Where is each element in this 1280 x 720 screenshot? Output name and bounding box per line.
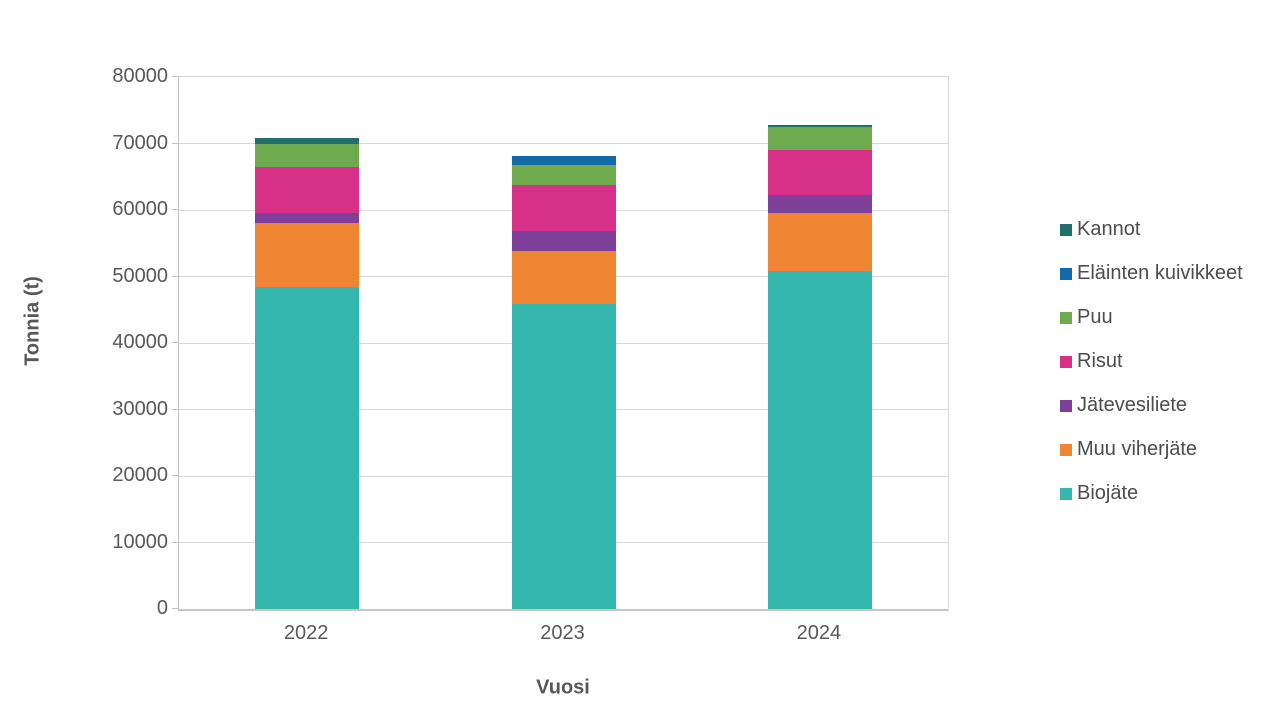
x-tick-label-2022: 2022: [283, 622, 329, 644]
y-axis-tick-mark: [172, 608, 178, 609]
y-tick-label: 40000: [112, 331, 168, 353]
x-tick-label-2024: 2024: [796, 622, 842, 644]
bar-segment-risut-2023: [511, 185, 616, 231]
bar-segment-muu-viherjäte-2024: [767, 213, 872, 272]
legend-item-jätevesiliete: Jätevesiliete: [1060, 394, 1243, 416]
bar-segment-eläinten-kuivikkeet-2023: [511, 156, 616, 165]
y-axis-tick-mark: [172, 408, 178, 410]
bar-segment-jätevesiliete-2024: [767, 195, 872, 214]
stacked-bar-2022: [255, 77, 360, 609]
legend-label: Muu viherjäte: [1077, 438, 1198, 460]
y-tick-label: 10000: [112, 530, 168, 553]
bar-segment-risut-2022: [255, 166, 360, 214]
legend-item-risut: Risut: [1060, 350, 1243, 372]
y-tick-label: 60000: [112, 198, 168, 220]
y-axis-tick-mark: [172, 76, 178, 77]
y-axis-tick-mark: [172, 142, 178, 144]
bar-segment-puu-2022: [255, 143, 360, 167]
legend-label: Eläinten kuivikkeet: [1077, 262, 1243, 284]
bar-segment-risut-2024: [767, 150, 872, 196]
y-tick-label: 30000: [112, 397, 168, 420]
legend-label: Jätevesiliete: [1077, 394, 1188, 416]
legend-swatch-icon: [1060, 443, 1072, 456]
y-axis-tick-mark: [172, 342, 178, 343]
legend-swatch-icon: [1060, 223, 1072, 236]
legend-label: Puu: [1077, 306, 1113, 328]
legend: Kannot Eläinten kuivikkeet Puu Risut Jäteves…: [1060, 218, 1243, 504]
x-tick-label-2023: 2023: [540, 622, 585, 644]
y-axis-tick-mark: [172, 275, 178, 277]
stacked-bar-2024: [767, 77, 872, 609]
legend-swatch-icon: [1060, 311, 1072, 324]
bar-segment-biojäte-2023: [511, 303, 616, 609]
y-tick-label: 20000: [112, 464, 168, 486]
legend-label: Risut: [1077, 350, 1123, 372]
bar-segment-biojäte-2024: [767, 271, 872, 609]
legend-swatch-icon: [1060, 487, 1072, 500]
y-tick-label: 80000: [112, 65, 168, 87]
y-axis-tick-mark: [172, 541, 178, 543]
legend-item-eläinten-kuivikkeet: Eläinten kuivikkeet: [1060, 262, 1243, 284]
bar-segment-muu-viherjäte-2022: [255, 222, 360, 288]
bar-segment-kannot-2022: [255, 137, 360, 144]
legend-label: Kannot: [1077, 218, 1141, 240]
legend-label: Biojäte: [1077, 482, 1139, 504]
bar-segment-jätevesiliete-2022: [255, 213, 360, 223]
bar-segment-biojäte-2022: [255, 287, 360, 609]
stacked-bar-2023: [511, 77, 616, 609]
legend-swatch-icon: [1060, 267, 1072, 280]
bar-segment-puu-2023: [511, 164, 616, 186]
y-axis-tick-mark: [172, 475, 178, 476]
legend-item-puu: Puu: [1060, 306, 1243, 328]
y-tick-label: 50000: [112, 264, 168, 287]
legend-swatch-icon: [1060, 355, 1072, 368]
y-tick-label: 70000: [112, 131, 168, 154]
y-axis-tick-mark: [172, 209, 178, 210]
x-axis-title: Vuosi: [536, 676, 590, 699]
legend-item-muu-viherjäte: Muu viherjäte: [1060, 438, 1243, 460]
bar-segment-puu-2024: [767, 126, 872, 151]
plot-area: [178, 76, 949, 611]
gridline: [179, 143, 948, 144]
bar-segment-kannot-2024: [767, 124, 872, 127]
legend-item-kannot: Kannot: [1060, 218, 1243, 240]
legend-item-biojäte: Biojäte: [1060, 482, 1243, 504]
bar-segment-jätevesiliete-2023: [511, 230, 616, 251]
y-axis-title: Tonnia (t): [21, 276, 44, 366]
bar-segment-muu-viherjäte-2023: [511, 250, 616, 304]
y-tick-label: 0: [156, 597, 168, 619]
legend-swatch-icon: [1060, 399, 1072, 412]
